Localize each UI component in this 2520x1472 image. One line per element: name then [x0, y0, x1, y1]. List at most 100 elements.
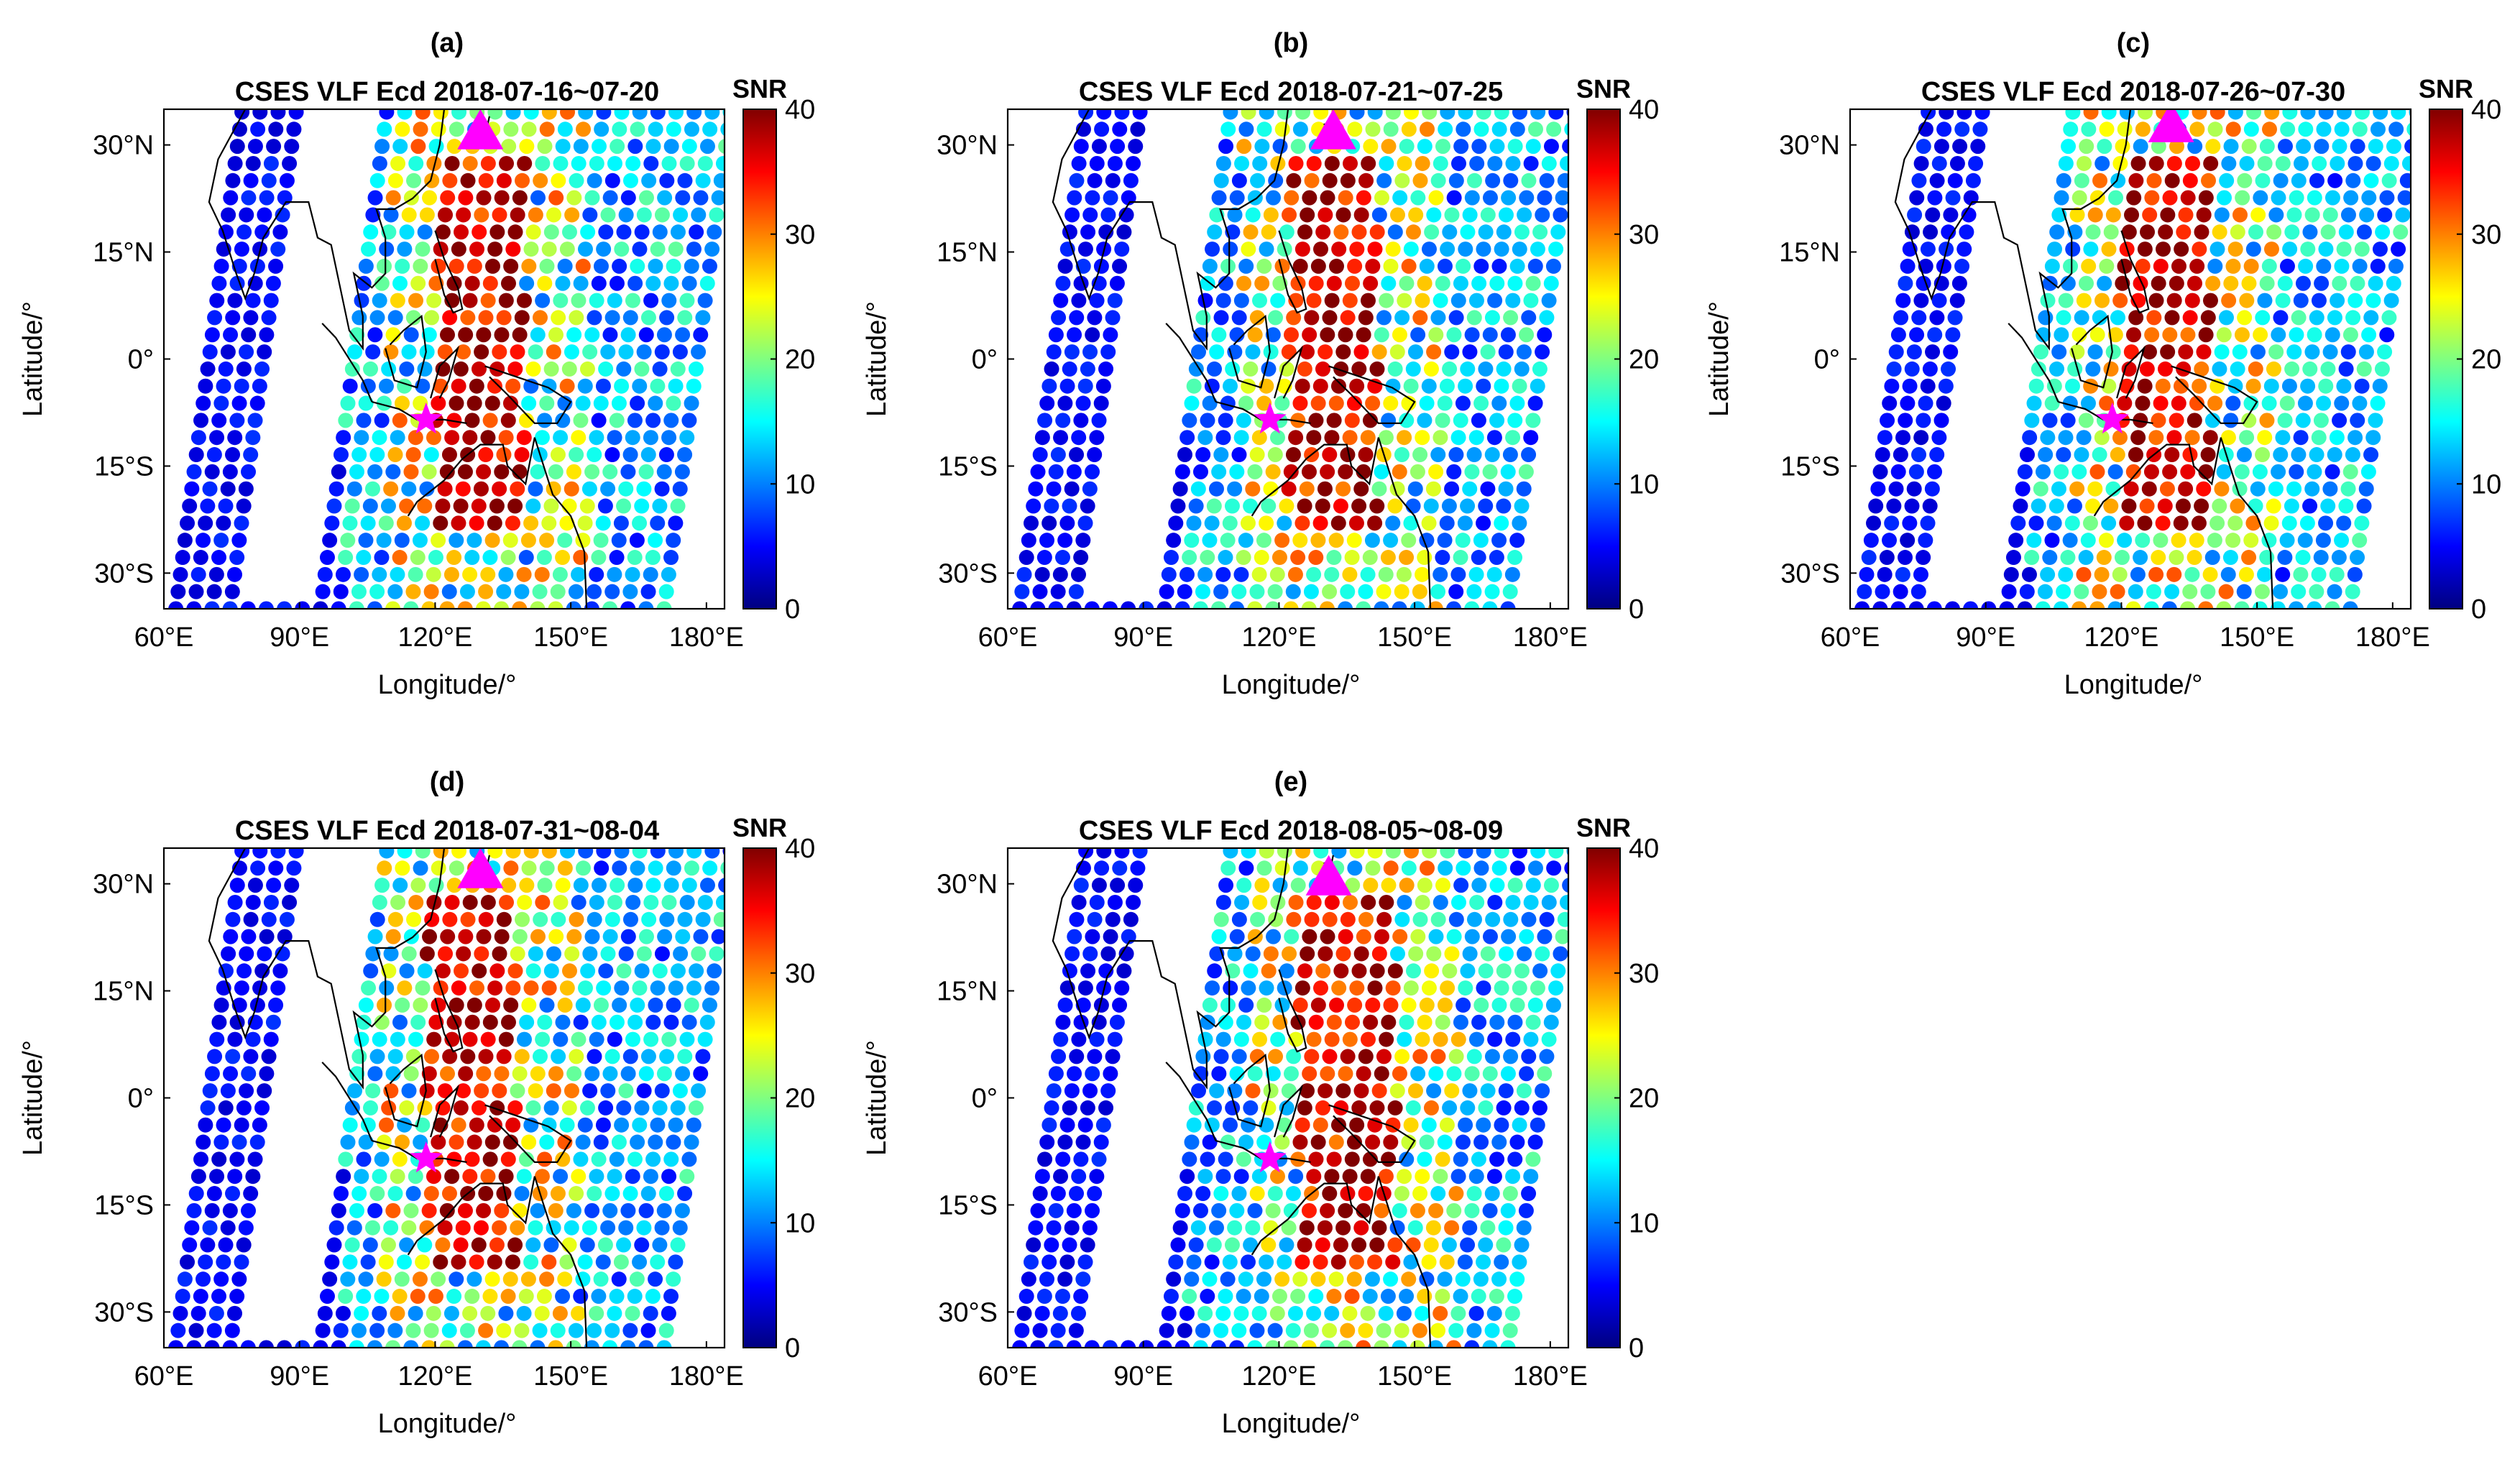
data-point — [2112, 293, 2128, 308]
data-point — [569, 911, 584, 927]
data-point — [1048, 464, 1064, 479]
data-point — [2205, 275, 2221, 291]
data-point — [566, 464, 581, 479]
data-point — [2298, 258, 2314, 274]
data-point — [1319, 1340, 1335, 1348]
data-point — [464, 550, 480, 566]
data-point — [1346, 395, 1362, 411]
data-point — [613, 515, 629, 531]
data-point — [1055, 550, 1071, 566]
y-tick-label: 0° — [128, 345, 154, 375]
x-tick-label: 180°E — [2355, 622, 2430, 653]
data-point — [1261, 1100, 1277, 1116]
data-point — [206, 1322, 222, 1338]
data-point — [2026, 395, 2042, 411]
data-point — [1087, 447, 1103, 463]
data-point — [1916, 550, 1931, 566]
data-point — [1387, 361, 1403, 377]
data-point — [1320, 929, 1335, 944]
data-point — [1496, 361, 1512, 377]
data-point — [1241, 242, 1256, 257]
data-point — [247, 139, 263, 155]
data-point — [484, 997, 500, 1013]
data-point — [1450, 1169, 1466, 1184]
data-point — [668, 1117, 684, 1133]
data-point — [449, 121, 464, 137]
data-point — [1365, 860, 1381, 876]
data-point — [2241, 139, 2257, 155]
data-point — [415, 109, 431, 120]
data-point — [1507, 275, 1523, 291]
data-point — [453, 498, 469, 514]
data-point — [1269, 1305, 1285, 1321]
data-point — [1208, 1220, 1224, 1236]
data-point — [2318, 378, 2334, 394]
data-point — [1358, 1186, 1374, 1202]
data-point — [1491, 395, 1507, 411]
data-point — [358, 997, 374, 1013]
data-point — [196, 533, 211, 548]
data-point — [2245, 378, 2261, 394]
data-point — [2358, 481, 2374, 497]
data-point — [218, 1100, 234, 1116]
data-point — [1379, 894, 1394, 910]
data-point — [1487, 894, 1503, 910]
data-point — [2001, 584, 2017, 599]
data-point — [1473, 533, 1489, 548]
data-point — [525, 361, 541, 377]
data-point — [641, 172, 657, 188]
data-point — [377, 258, 392, 274]
data-point — [560, 848, 576, 859]
data-point — [520, 1271, 536, 1287]
data-point — [1435, 1151, 1450, 1167]
data-point — [1245, 481, 1261, 497]
data-point — [252, 109, 268, 120]
data-point — [410, 139, 426, 155]
data-point — [223, 1066, 239, 1082]
y-axis-label: Latitude/° — [862, 301, 892, 417]
data-point — [324, 1254, 340, 1270]
data-point — [1880, 413, 1895, 428]
data-point — [1407, 1220, 1423, 1236]
data-point — [1460, 224, 1476, 240]
data-point — [1498, 344, 1514, 360]
data-point — [535, 293, 551, 308]
data-point — [1269, 1169, 1285, 1184]
data-point — [1071, 894, 1087, 910]
data-point — [1085, 1066, 1100, 1082]
data-point — [431, 860, 446, 876]
data-point — [263, 293, 279, 308]
data-point — [2214, 481, 2230, 497]
data-point — [1369, 361, 1385, 377]
data-point — [1328, 533, 1344, 548]
data-point — [1292, 1134, 1308, 1150]
data-point — [1267, 1186, 1283, 1202]
data-point — [1945, 327, 1961, 343]
y-tick-label: 15°S — [94, 1190, 154, 1220]
data-point — [395, 121, 410, 137]
data-point — [489, 1100, 505, 1116]
data-point — [535, 894, 551, 910]
data-point — [1482, 327, 1498, 343]
data-point — [361, 980, 377, 996]
data-point — [2153, 395, 2169, 411]
data-point — [2289, 601, 2304, 609]
data-point — [512, 1340, 528, 1348]
data-point — [1121, 601, 1136, 609]
data-point — [1367, 1254, 1383, 1270]
data-point — [618, 1220, 634, 1236]
data-point — [1055, 275, 1071, 291]
data-point — [693, 190, 709, 206]
data-point — [519, 878, 535, 893]
data-point — [226, 1305, 242, 1321]
data-point — [1103, 327, 1118, 343]
data-point — [363, 1100, 379, 1116]
data-point — [1541, 894, 1557, 910]
data-point — [507, 361, 523, 377]
data-point — [627, 1151, 643, 1167]
data-point — [456, 946, 472, 962]
data-point — [2031, 498, 2046, 514]
data-point — [1507, 878, 1523, 893]
data-point — [363, 224, 379, 240]
data-point — [1161, 1305, 1177, 1321]
